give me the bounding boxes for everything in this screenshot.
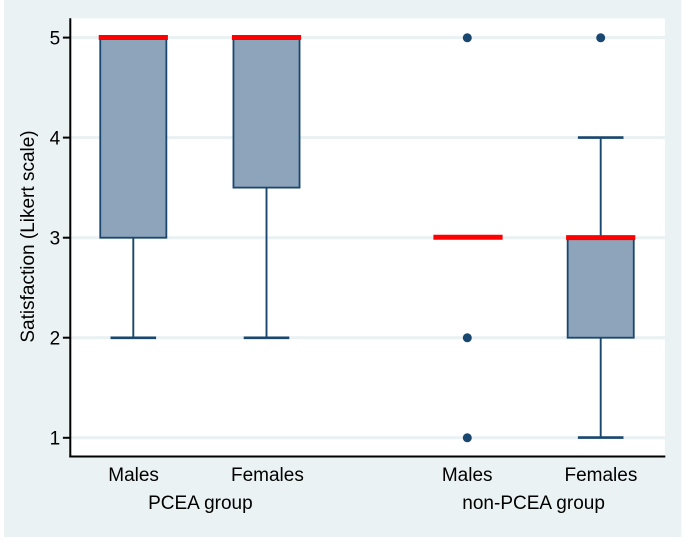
svg-text:3: 3	[50, 229, 61, 250]
svg-text:2: 2	[50, 329, 61, 350]
svg-text:non-PCEA group: non-PCEA group	[462, 493, 605, 514]
svg-text:4: 4	[50, 128, 61, 149]
svg-text:Females: Females	[564, 465, 637, 486]
svg-text:5: 5	[50, 28, 61, 49]
svg-text:PCEA group: PCEA group	[148, 493, 253, 514]
svg-text:Males: Males	[442, 465, 493, 486]
svg-text:Males: Males	[108, 465, 159, 486]
svg-text:Satisfaction (Likert scale): Satisfaction (Likert scale)	[18, 130, 39, 342]
svg-text:1: 1	[50, 429, 61, 450]
svg-text:Females: Females	[231, 465, 304, 486]
